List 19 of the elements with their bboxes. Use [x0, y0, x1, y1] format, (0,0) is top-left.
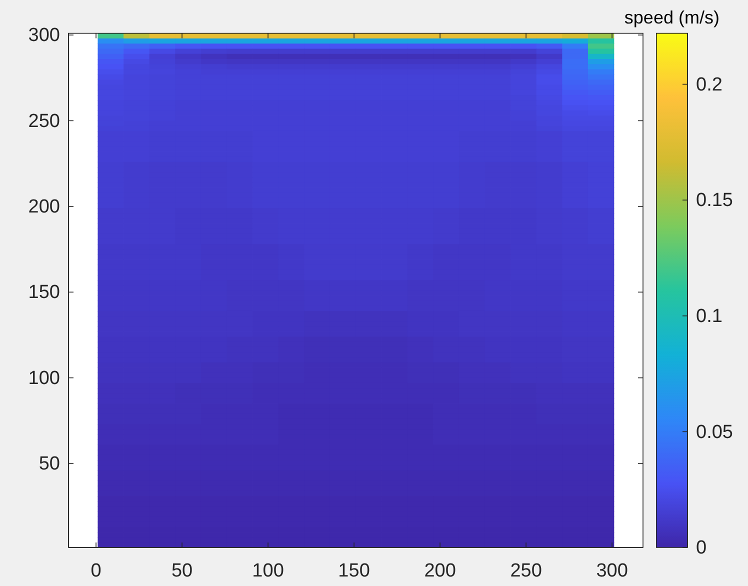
color-bar-label: 0.15: [696, 190, 733, 212]
x-tick-label: 300: [596, 560, 628, 582]
x-tick-label: 250: [510, 560, 542, 582]
y-tick-label: 50: [38, 454, 60, 475]
color-bar-label: 0.2: [696, 74, 722, 96]
y-tick-label: 250: [28, 110, 60, 132]
color-bar-label: 0.1: [696, 306, 722, 327]
x-tick-label: 200: [424, 560, 456, 582]
color-bar-title: speed (m/s): [624, 7, 720, 28]
y-tick-label: 150: [28, 282, 60, 304]
color-bar-label: 0: [696, 538, 707, 559]
color-bar-label: 0.05: [696, 422, 733, 443]
x-tick-label: 50: [171, 560, 193, 582]
x-tick-label: 0: [90, 560, 102, 582]
x-tick-label: 100: [252, 560, 284, 582]
y-tick-label: 100: [28, 368, 60, 389]
y-tick-label: 200: [28, 196, 60, 218]
x-tick-label: 150: [338, 560, 370, 582]
y-tick-label: 300: [28, 25, 60, 46]
